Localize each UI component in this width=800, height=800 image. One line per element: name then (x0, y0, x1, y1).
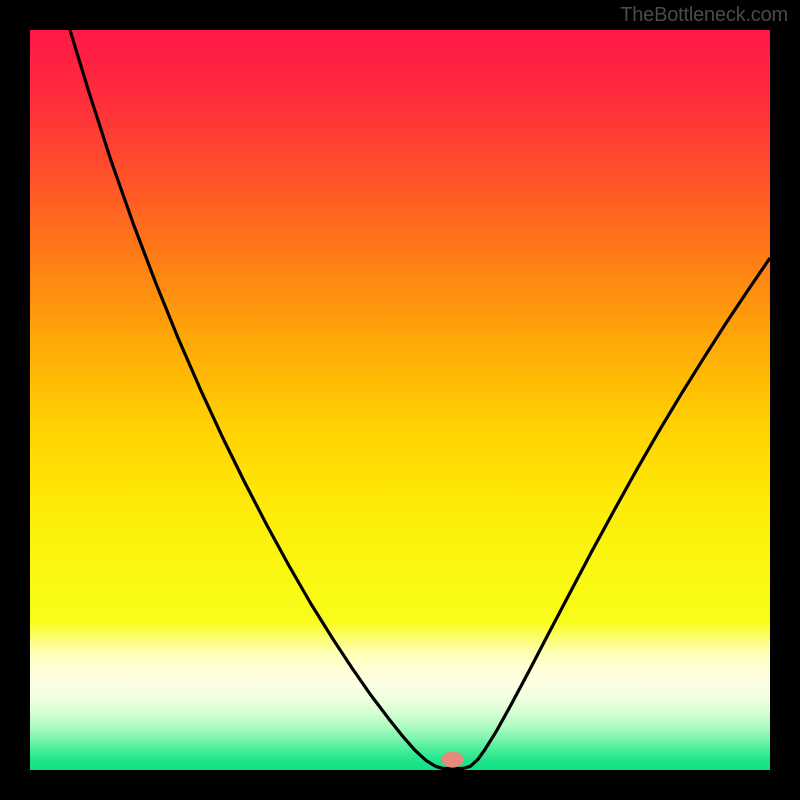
chart-plot-area (30, 30, 770, 770)
bottleneck-chart (30, 30, 770, 770)
chart-background (30, 30, 770, 770)
watermark-label: TheBottleneck.com (620, 4, 788, 27)
optimal-point-marker (442, 752, 464, 768)
